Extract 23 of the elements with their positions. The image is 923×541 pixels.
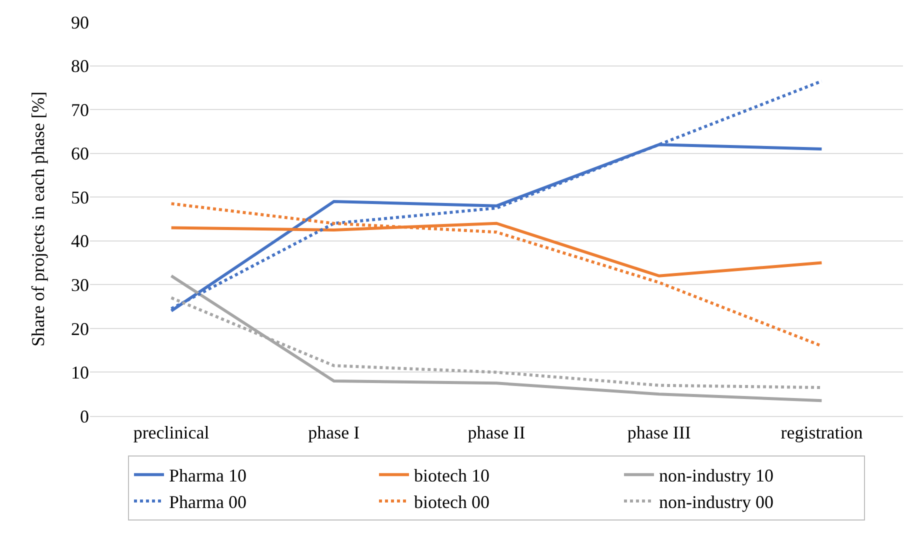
y-tick-label: 70 [71,100,89,120]
x-tick-label: preclinical [133,422,210,443]
y-tick-label: 50 [71,187,89,208]
line-series [170,274,824,402]
y-tick-label: 80 [71,56,89,76]
y-tick-label: 20 [71,318,89,339]
legend-label: Pharma 00 [169,492,246,512]
x-tick-label: phase III [627,422,691,443]
y-tick-label: 60 [71,144,89,164]
legend-label: non-industry 10 [659,466,774,486]
legend-label: non-industry 00 [659,492,774,512]
legend-label: biotech 00 [414,492,490,512]
legend-label: biotech 10 [414,466,490,486]
legend-label: Pharma 10 [169,466,246,486]
x-tick-label: phase I [308,422,360,443]
y-tick-label: 10 [71,362,89,383]
x-tick-label: registration [780,422,863,443]
y-tick-label: 30 [71,274,89,295]
y-tick-label: 40 [71,231,89,252]
y-axis-title: Share of projects in each phase [%] [28,92,48,346]
y-tick-label: 90 [71,12,89,32]
x-tick-label: phase II [468,422,526,443]
y-tick-label: 0 [80,406,89,426]
